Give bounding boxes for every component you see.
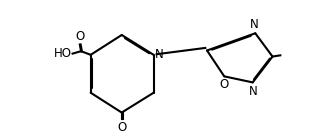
Text: N: N: [155, 48, 164, 61]
Text: O: O: [117, 121, 126, 134]
Text: N: N: [249, 85, 258, 98]
Text: O: O: [219, 78, 228, 91]
Text: O: O: [75, 30, 84, 43]
Text: N: N: [250, 18, 259, 31]
Text: HO: HO: [54, 47, 72, 60]
